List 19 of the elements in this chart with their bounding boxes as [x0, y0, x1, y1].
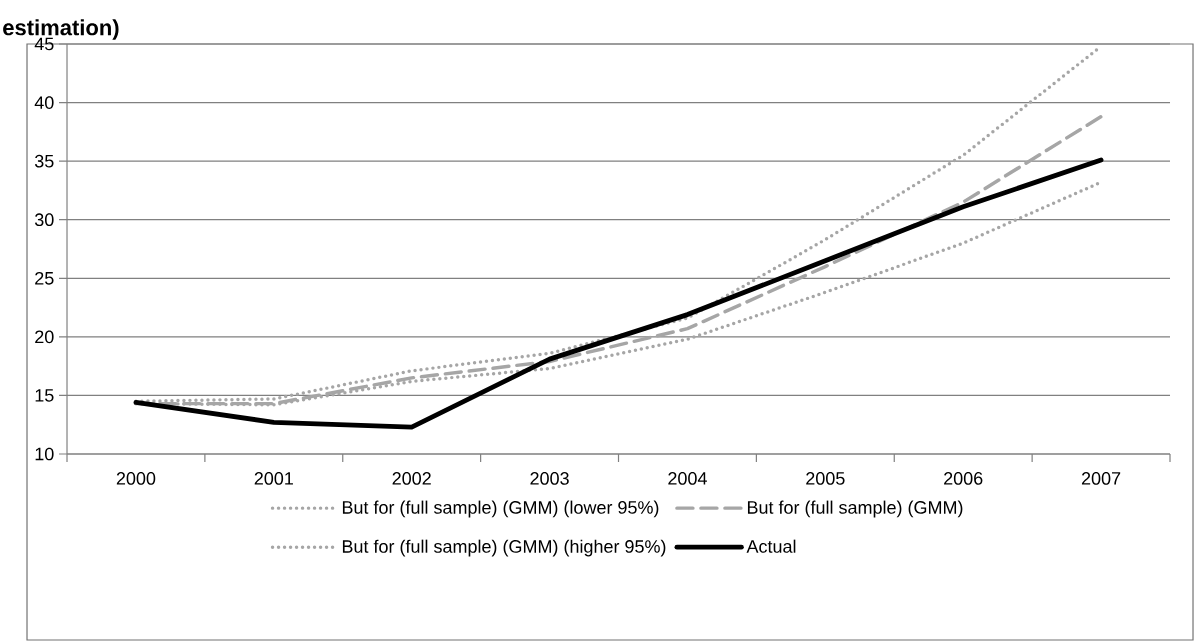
x-tick-label: 2003 — [530, 472, 569, 485]
x-tick-label: 2001 — [254, 472, 293, 485]
y-tick-label: 25 — [35, 271, 54, 285]
x-tick-label: 2006 — [944, 472, 983, 485]
legend-label: But for (full sample) (GMM) (lower 95%) — [342, 500, 659, 518]
x-tick-label: 2000 — [116, 472, 156, 485]
x-tick-label: 2005 — [806, 472, 845, 485]
legend-label: But for (full sample) (GMM) (higher 95%) — [342, 539, 666, 557]
y-tick-label: 10 — [35, 447, 54, 461]
x-tick-label: 2002 — [392, 472, 431, 485]
y-tick-label: 15 — [35, 389, 54, 402]
y-tick-label: 20 — [35, 330, 54, 344]
y-tick-label: 35 — [34, 154, 54, 168]
y-tick-label: 30 — [34, 213, 54, 227]
legend-label: But for (full sample) (GMM) — [747, 500, 963, 518]
x-tick-label: 2007 — [1081, 472, 1121, 485]
legend-label: Actual — [746, 539, 796, 553]
x-tick-label: 2004 — [668, 472, 707, 485]
y-tick-label: 40 — [34, 96, 54, 109]
